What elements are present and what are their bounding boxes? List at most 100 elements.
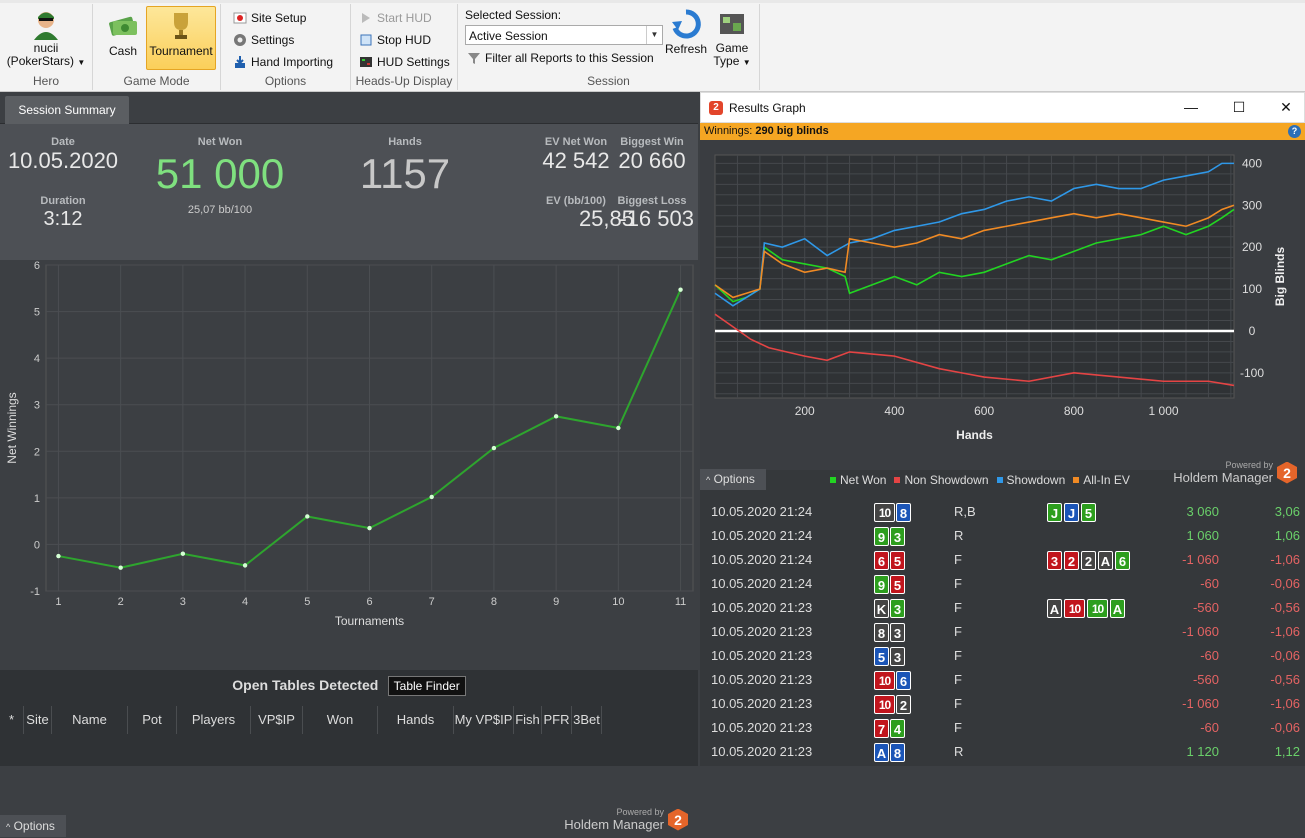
hole-card: 3	[890, 623, 905, 642]
stop-hud-button[interactable]: Stop HUD	[359, 31, 431, 49]
column-header[interactable]: Fish	[514, 706, 542, 734]
biggest-win-label: Biggest Win	[620, 136, 684, 148]
cash-icon	[109, 16, 137, 36]
y-tick-label: 0	[1249, 324, 1256, 338]
hand-action: F	[954, 696, 962, 711]
maximize-icon[interactable]: ☐	[1232, 99, 1246, 115]
column-header[interactable]: Name	[52, 706, 128, 734]
legend-item[interactable]: Showdown	[996, 470, 1065, 490]
hand-row[interactable]: 10.05.2020 21:23 8 3 F -1 060 -1,06	[700, 620, 1305, 644]
hand-row[interactable]: 10.05.2020 21:23 A 8 R 1 120 1,12	[700, 740, 1305, 764]
hand-action: R	[954, 744, 964, 759]
session-group-label: Session	[587, 74, 630, 88]
y-tick-label: 1	[34, 493, 40, 505]
options-button[interactable]: ^ Options	[0, 815, 66, 837]
open-tables-title: Open Tables Detected	[232, 677, 379, 693]
open-tables-section: Open Tables Detected Table Finder * Site N…	[0, 670, 698, 766]
column-header[interactable]: VP$IP	[251, 706, 303, 734]
board-card: A	[1110, 599, 1125, 618]
column-header[interactable]: Site	[24, 706, 52, 734]
site-setup-button[interactable]: Site Setup	[233, 9, 306, 27]
x-tick-label: 1	[55, 596, 61, 608]
data-point	[305, 514, 310, 519]
legend-swatch	[996, 477, 1003, 483]
hand-row[interactable]: 10.05.2020 21:24 10 8 R,B J J 5 3 060 3,06	[700, 500, 1305, 524]
data-point	[367, 525, 372, 531]
settings-button[interactable]: Settings	[233, 31, 294, 49]
filter-reports-button[interactable]: Filter all Reports to this Session	[467, 49, 654, 67]
data-point	[553, 414, 559, 419]
hand-row[interactable]: 10.05.2020 21:24 6 5 F 3 2 2 A 6 -1 060 -1,06	[700, 548, 1305, 572]
legend-item[interactable]: Net Won	[830, 470, 886, 490]
hand-row[interactable]: 10.05.2020 21:24 9 3 R 1 060 1,06	[700, 524, 1305, 548]
table-finder-button[interactable]: Table Finder	[387, 676, 466, 696]
site-setup-label: Site Setup	[251, 11, 307, 25]
hand-row[interactable]: 10.05.2020 21:23 7 4 F -60 -0,06	[700, 716, 1305, 740]
close-icon[interactable]: ✕	[1280, 99, 1292, 115]
brand-label: Holdem Manager	[1173, 470, 1273, 485]
game-type-button[interactable]: Game Type ▼	[710, 8, 754, 69]
results-graph-svg: 200 400 600 800 1 000-1000100200300400HandsB…	[714, 154, 1287, 442]
tab-session-summary[interactable]: Session Summary	[5, 96, 129, 124]
session-select[interactable]: Active Session ▼	[465, 25, 663, 45]
hand-row[interactable]: 10.05.2020 21:23 10 6 F -560 -0,56	[700, 668, 1305, 692]
hand-net-won: 1 060	[1186, 528, 1219, 543]
results-options-button[interactable]: ^ Options	[700, 469, 766, 490]
hand-importing-button[interactable]: Hand Importing	[233, 53, 333, 71]
cash-button[interactable]: Cash	[103, 10, 143, 68]
refresh-button[interactable]: Refresh	[664, 8, 708, 56]
hud-settings-button[interactable]: HUD Settings	[359, 53, 450, 71]
column-header[interactable]: Won	[303, 706, 378, 734]
hand-bb: -0,56	[1270, 600, 1300, 615]
help-icon[interactable]: ?	[1288, 125, 1301, 138]
column-header[interactable]: Players	[177, 706, 251, 734]
options-group: Site Setup Settings Hand Importing Optio…	[221, 4, 351, 90]
column-header[interactable]: Pot	[128, 706, 177, 734]
column-header[interactable]: *	[0, 706, 24, 734]
legend-item[interactable]: All-In EV	[1073, 470, 1130, 490]
series-line	[714, 162, 1234, 307]
hole-card: 7	[874, 719, 889, 738]
hand-row[interactable]: 10.05.2020 21:23 5 3 F -60 -0,06	[700, 644, 1305, 668]
hand-row[interactable]: 10.05.2020 21:23 K 3 F A 10 10 A -560 -0,56	[700, 596, 1305, 620]
start-hud-button[interactable]: Start HUD	[359, 9, 432, 27]
hand-row[interactable]: 10.05.2020 21:24 9 5 F -60 -0,06	[700, 572, 1305, 596]
column-header[interactable]: PFR	[542, 706, 572, 734]
ev-net-won-label: EV Net Won	[544, 136, 608, 148]
y-tick-label: 6	[34, 260, 40, 272]
hm2-logo-icon: 2	[1277, 461, 1297, 484]
legend-item[interactable]: Non Showdown	[894, 470, 989, 490]
hole-card: 6	[874, 551, 889, 570]
hand-net-won: -60	[1200, 648, 1219, 663]
options-group-label: Options	[264, 74, 307, 88]
board-card: J	[1064, 503, 1079, 522]
hand-bb: -1,06	[1270, 696, 1300, 711]
board-card: 10	[1087, 599, 1108, 618]
hand-bb: -1,06	[1270, 552, 1300, 567]
chevron-up-icon: ^	[6, 822, 11, 832]
column-header[interactable]: Hands	[378, 706, 454, 734]
column-header[interactable]: 3Bet	[572, 706, 602, 734]
ev-bb100-value: 25,85	[578, 206, 634, 231]
column-header[interactable]: My VP$IP	[454, 706, 514, 734]
x-tick-label: 200	[795, 404, 815, 418]
winnings-value: 290 big blinds	[755, 125, 829, 137]
hand-row[interactable]: 10.05.2020 21:23 10 2 F -1 060 -1,06	[700, 692, 1305, 716]
results-graph-area: 200 400 600 800 1 000 -100 0 100 200 300 400 Hands B…	[700, 140, 1305, 470]
minimize-icon[interactable]: —	[1184, 99, 1198, 115]
legend-swatch	[830, 477, 836, 483]
board-card: 5	[1081, 503, 1096, 522]
data-point	[118, 565, 123, 570]
legend-label: All-In EV	[1083, 473, 1130, 487]
data-point	[242, 563, 248, 568]
hm2-logo-icon: 2	[668, 808, 688, 831]
hero-name: nucii	[33, 41, 59, 55]
x-tick-label: 8	[491, 596, 497, 608]
hero-button[interactable]: nucii (PokerStars) ▼	[4, 8, 88, 69]
gear-icon	[234, 34, 246, 46]
tournament-button[interactable]: Tournament	[146, 6, 216, 70]
hole-card: K	[874, 599, 889, 618]
